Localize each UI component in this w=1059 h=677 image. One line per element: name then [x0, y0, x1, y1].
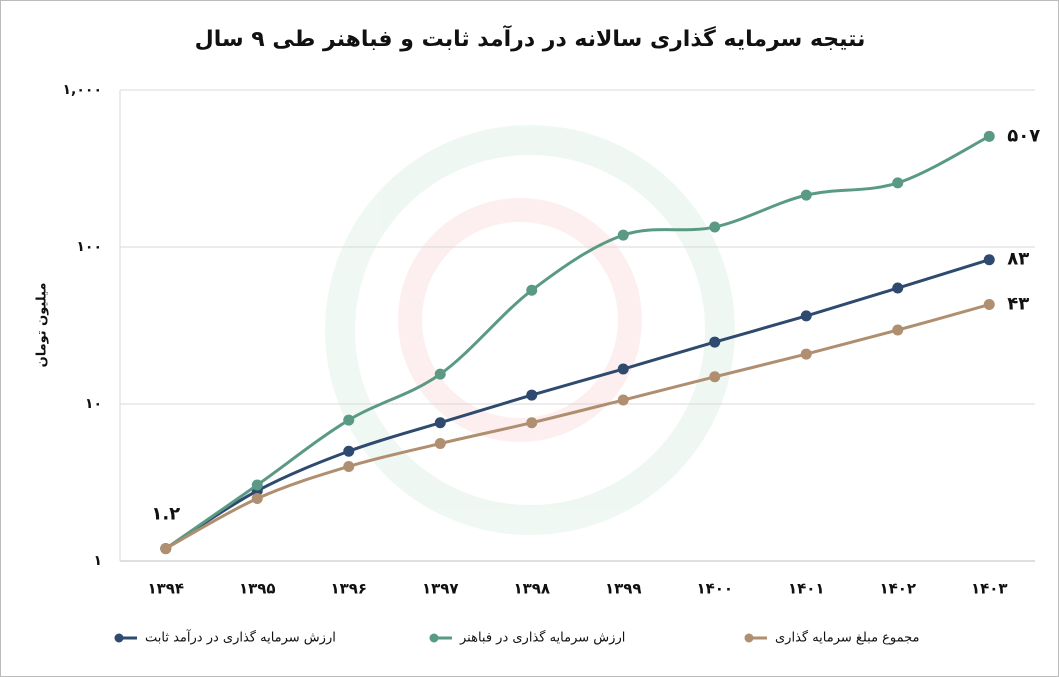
x-tick-label: ۱۳۹۷ — [422, 580, 459, 598]
point — [709, 221, 721, 233]
series-line — [164, 258, 990, 550]
legend-marker — [744, 633, 754, 643]
point — [434, 438, 446, 450]
legend-marker — [429, 633, 439, 643]
point — [892, 282, 904, 294]
x-tick-label: ۱۴۰۲ — [879, 580, 916, 598]
point — [617, 229, 629, 241]
legend-label: مجموع مبلغ سرمایه گذاری — [775, 630, 920, 646]
point — [343, 460, 355, 472]
legend-marker — [114, 633, 124, 643]
point — [251, 479, 263, 491]
series-line — [165, 303, 990, 550]
x-tick-label: ۱۴۰۰ — [696, 580, 733, 598]
watermark — [325, 125, 735, 535]
data-label: ۸۳ — [1007, 249, 1029, 270]
y-tick-label: ۱,۰۰۰ — [63, 82, 103, 98]
point — [434, 368, 446, 380]
data-label: ۵۰۷ — [1007, 125, 1040, 146]
point — [617, 363, 629, 375]
point — [526, 389, 538, 401]
point — [343, 445, 355, 457]
point — [983, 254, 995, 266]
data-label: ۱.۲ — [151, 504, 180, 525]
point — [251, 493, 263, 505]
x-tick-label: ۱۴۰۳ — [971, 580, 1008, 598]
point — [709, 371, 721, 383]
point — [800, 310, 812, 322]
y-axis-label: میلیون تومان — [35, 283, 50, 368]
y-tick-label: ۱ — [93, 553, 102, 569]
point — [343, 414, 355, 426]
point — [617, 394, 629, 406]
x-tick-label: ۱۳۹۸ — [513, 580, 550, 598]
point — [709, 336, 721, 348]
point — [983, 130, 995, 142]
point — [892, 324, 904, 336]
legend-label: ارزش سرمایه گذاری در درآمد ثابت — [145, 629, 336, 646]
point — [800, 348, 812, 360]
legend-label: ارزش سرمایه گذاری در فباهنر — [459, 630, 625, 646]
y-tick-label: ۱۰ — [85, 396, 102, 412]
x-tick-label: ۱۴۰۱ — [788, 580, 825, 598]
point — [526, 417, 538, 429]
point — [434, 417, 446, 429]
point — [983, 299, 995, 311]
chart-title: نتیجه سرمایه گذاری سالانه در درآمد ثابت … — [195, 24, 866, 52]
x-tick-label: ۱۳۹۶ — [330, 580, 367, 598]
point — [526, 284, 538, 296]
point — [892, 177, 904, 189]
data-label: ۴۳ — [1007, 294, 1029, 315]
x-tick-label: ۱۳۹۹ — [605, 580, 642, 598]
y-tick-label: ۱۰۰ — [76, 239, 102, 255]
point — [800, 189, 812, 201]
x-tick-label: ۱۳۹۴ — [147, 580, 184, 598]
x-tick-label: ۱۳۹۵ — [239, 580, 276, 598]
point — [160, 543, 172, 555]
series-line — [164, 134, 990, 550]
